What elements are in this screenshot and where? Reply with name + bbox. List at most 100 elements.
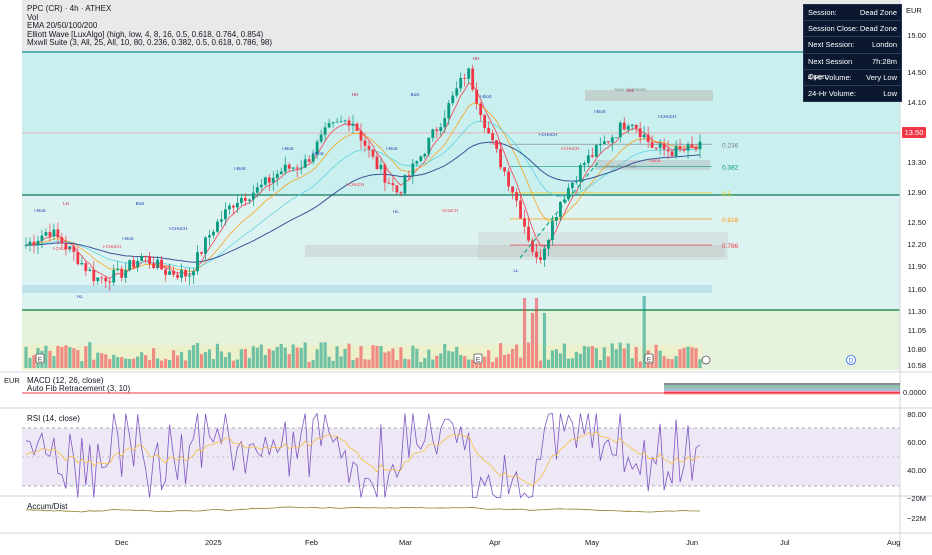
grey-zone-2 [478, 232, 728, 260]
volume-bar [203, 351, 208, 368]
earnings-marker-2[interactable]: E [473, 353, 483, 364]
candle-body [287, 164, 291, 169]
accum-axis-22m: −22M [907, 514, 926, 523]
candle [511, 186, 514, 200]
candle [271, 171, 275, 191]
mxwll-legend[interactable]: Mxwll Suite (3, All, 25, All, 10, 80, 0.… [27, 38, 273, 48]
price-axis-label: 12.20 [907, 240, 926, 250]
rsi-legend[interactable]: RSI (14, close) [27, 414, 80, 423]
candle-body [662, 143, 666, 150]
area-of-interest-lower [595, 160, 710, 170]
volume-bar [435, 355, 439, 368]
candle-body [24, 245, 28, 246]
candle-body [148, 256, 152, 264]
fib-legend[interactable]: Auto Fib Retracement (3, 10) [27, 384, 131, 393]
candle [196, 245, 199, 275]
candle [547, 238, 550, 256]
currency-label[interactable]: EUR [906, 6, 922, 15]
rsi-ma-line [25, 431, 701, 487]
candle [239, 194, 243, 206]
volume-bar [522, 298, 527, 368]
volume-bar [526, 342, 531, 368]
dividend-marker[interactable]: D [846, 355, 856, 365]
candle-body [160, 259, 163, 270]
symbol-title[interactable]: PPC (CR) · 4h · ATHEX [27, 4, 112, 13]
earnings-marker-1[interactable]: E [35, 353, 45, 364]
volume-bar [638, 361, 642, 368]
earnings-marker-3[interactable]: E [644, 353, 654, 364]
candle-body [136, 260, 140, 268]
volume-bar [195, 342, 200, 368]
candle-body [172, 271, 175, 275]
candle-body [467, 68, 471, 79]
candle-body [251, 192, 255, 200]
volume-bar [251, 346, 255, 368]
candle [144, 255, 148, 263]
candles [24, 64, 702, 291]
candle [295, 164, 299, 178]
chart-annotation: I-BoS [122, 236, 134, 241]
volume-bar [183, 360, 188, 368]
candle [227, 203, 231, 215]
svg-text:E: E [647, 357, 652, 364]
candle [263, 176, 267, 187]
candle [283, 156, 287, 175]
volume-bar [487, 350, 491, 368]
candle-body [168, 271, 171, 275]
chart-annotation: I-CHoCH [539, 132, 558, 137]
candle-body [539, 257, 542, 260]
candle [247, 198, 251, 205]
volume-bar [163, 358, 168, 368]
vol-legend[interactable]: Vol [27, 12, 39, 22]
volume-bar [311, 360, 315, 368]
price-axis-label: 10.58 [907, 361, 926, 370]
volume-bar [431, 359, 435, 368]
volume-bar [463, 356, 467, 368]
candle [255, 182, 259, 198]
split-marker[interactable] [701, 355, 711, 365]
chart-annotation: BoS [411, 92, 420, 97]
candle [606, 141, 610, 145]
volume-bar [363, 359, 367, 368]
candle [112, 264, 116, 286]
candle-body [60, 237, 64, 244]
volume-bar [136, 356, 140, 368]
candle-body [235, 202, 239, 208]
fib-label: 0.5 [722, 191, 731, 198]
candle [84, 261, 88, 276]
volume-bar [351, 360, 355, 368]
accum-legend[interactable]: Accum/Dist [27, 502, 68, 511]
candle-body [443, 118, 447, 128]
candle-body [694, 146, 698, 150]
macd-axis-label: 0.0000 [903, 388, 926, 397]
volume-bar [483, 356, 487, 368]
volume-bar [156, 358, 160, 368]
macd-legend[interactable]: MACD (12, 26, close) [27, 376, 104, 385]
accum-dist-line [25, 506, 700, 513]
candle-body [451, 95, 455, 104]
candle [72, 242, 76, 261]
svg-text:E: E [476, 357, 481, 364]
elliott-legend[interactable]: Elliott Wave [LuxAlgo] (high, low, 4, 8,… [27, 29, 264, 39]
chart-annotation: I-CHoCH [169, 226, 188, 231]
candle-body [275, 173, 279, 178]
volume-bar [140, 352, 144, 368]
volume-bar [662, 356, 666, 368]
volume-bar [152, 348, 156, 368]
volume-bar [279, 343, 283, 368]
volume-bar [327, 356, 331, 368]
chart-annotation: I-BoS [386, 146, 398, 151]
volume-bar [167, 360, 172, 368]
candle [124, 262, 128, 283]
volume-bar [92, 359, 96, 368]
volume-bar [467, 359, 471, 368]
fib-label: 0.786 [722, 243, 739, 250]
price-axis-label: 12.50 [907, 217, 926, 227]
candle [439, 122, 443, 136]
candle-body [678, 146, 682, 150]
volume-bar [247, 358, 251, 368]
candle-body [574, 181, 578, 183]
ema-legend[interactable]: EMA 20/50/100/200 [27, 21, 98, 31]
candle-body [32, 241, 36, 246]
candle [40, 229, 44, 249]
